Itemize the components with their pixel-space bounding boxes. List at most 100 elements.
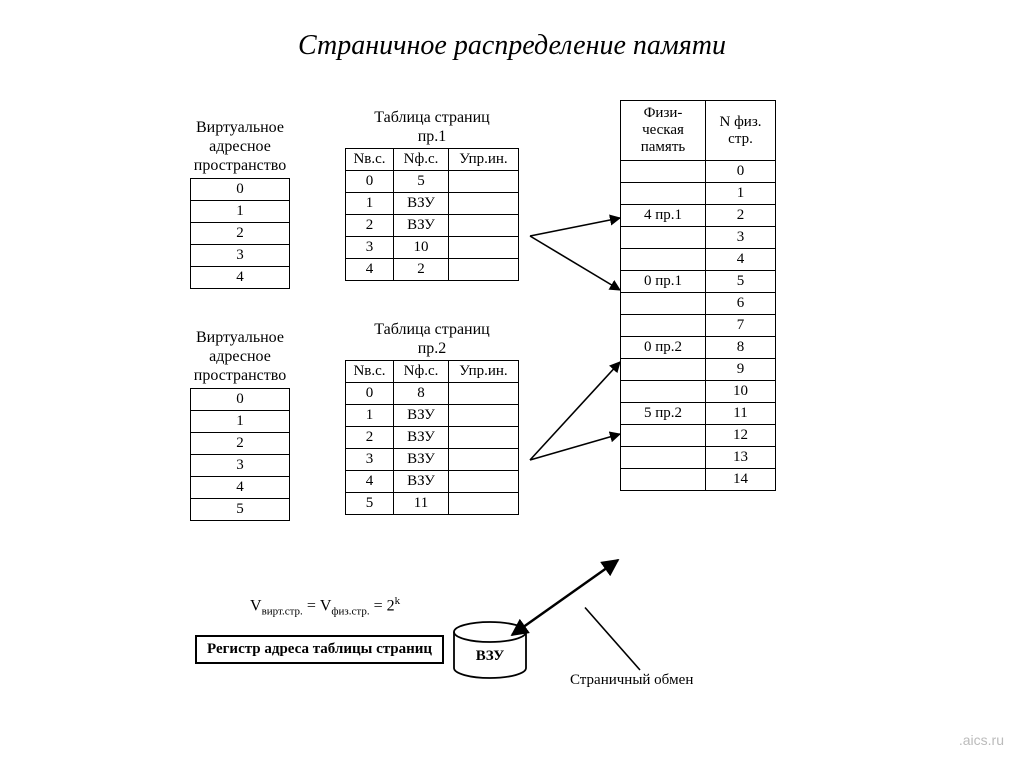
phys-cell [621,315,706,337]
phys-cell [621,447,706,469]
pt1-cell: 10 [394,237,449,259]
pt2-cell: 2 [346,427,394,449]
vas-label-line2: адресное [190,137,290,156]
vas-label-line2: адресное [190,347,290,366]
watermark: .aics.ru [959,732,1004,748]
phys-cell: 12 [706,425,776,447]
vas-label-line1: Виртуальное [190,328,290,347]
pt1-cell [449,237,519,259]
phys-cell [621,425,706,447]
pt1-cell: 0 [346,171,394,193]
vas2-row: 3 [191,454,290,476]
vas-label-line3: пространство [190,366,290,385]
phys-cell: 8 [706,337,776,359]
pt1-cell [449,259,519,281]
phys-cell: 4 [706,249,776,271]
pt2-cell: ВЗУ [394,449,449,471]
pt2-cell: 0 [346,383,394,405]
phys-cell: 6 [706,293,776,315]
pt2-header: Nф.с. [394,361,449,383]
vas1-row: 3 [191,244,290,266]
phys-cell [621,293,706,315]
virtual-address-space-1: Виртуальное адресное пространство 0 1 2 … [190,118,290,289]
pt2-title-line1: Таблица страниц [345,320,519,339]
phys-cell: 4 пр.1 [621,205,706,227]
phys-cell: 5 пр.2 [621,403,706,425]
pt1-cell: 3 [346,237,394,259]
pt1-title-line1: Таблица страниц [345,108,519,127]
phys-header-left-line2: ческая [625,122,701,139]
vas1-row: 2 [191,222,290,244]
vas1-row: 4 [191,266,290,288]
pt1-cell: 1 [346,193,394,215]
pt2-cell: 11 [394,493,449,515]
vas2-row: 1 [191,410,290,432]
pt1-cell: 2 [394,259,449,281]
phys-cell: 10 [706,381,776,403]
phys-cell: 11 [706,403,776,425]
phys-cell [621,183,706,205]
pt1-header: Упр.ин. [449,149,519,171]
formula-sub-virt: вирт.стр. [262,606,303,618]
pt2-title-line2: пр.2 [345,339,519,358]
pt2-header: Nв.с. [346,361,394,383]
phys-cell: 7 [706,315,776,337]
pt1-cell: ВЗУ [394,215,449,237]
vas-label-line1: Виртуальное [190,118,290,137]
pt1-cell: 4 [346,259,394,281]
phys-cell: 0 [706,161,776,183]
phys-cell [621,469,706,491]
pt2-cell: 5 [346,493,394,515]
phys-header-right-line2: стр. [710,131,771,148]
pt1-cell: ВЗУ [394,193,449,215]
pt1-cell [449,215,519,237]
pt1-header: Nв.с. [346,149,394,171]
page-table-2: Таблица страниц пр.2 Nв.с. Nф.с. Упр.ин.… [345,320,519,515]
phys-cell [621,359,706,381]
phys-cell [621,249,706,271]
pt1-cell: 5 [394,171,449,193]
phys-cell: 3 [706,227,776,249]
page-table-1: Таблица страниц пр.1 Nв.с. Nф.с. Упр.ин.… [345,108,519,281]
pt2-cell [449,383,519,405]
phys-header-left-line1: Физи- [625,105,701,122]
phys-cell: 13 [706,447,776,469]
physical-memory: Физи- ческая память N физ. стр. 0 1 4 пр… [620,100,776,491]
vzu-label: ВЗУ [450,648,530,665]
formula-sub-phys: физ.стр. [331,606,369,618]
phys-header-left-line3: память [625,139,701,156]
pt2-cell: 8 [394,383,449,405]
vas1-row: 1 [191,200,290,222]
vas-label-line3: пространство [190,156,290,175]
virtual-address-space-2: Виртуальное адресное пространство 0 1 2 … [190,328,290,521]
phys-cell: 5 [706,271,776,293]
page-title: Страничное распределение памяти [0,30,1024,62]
phys-cell: 9 [706,359,776,381]
formula-sup-k: k [395,595,401,607]
vas2-row: 0 [191,388,290,410]
pt2-cell: 1 [346,405,394,427]
phys-header-right-line1: N физ. [710,114,771,131]
page-exchange-label: Страничный обмен [570,672,693,689]
register-address-box: Регистр адреса таблицы страниц [195,635,444,664]
pt2-cell: ВЗУ [394,471,449,493]
pt2-cell: ВЗУ [394,427,449,449]
pt1-cell [449,171,519,193]
pt2-header: Упр.ин. [449,361,519,383]
vzu-cylinder-icon: ВЗУ [450,620,530,682]
vas2-row: 5 [191,498,290,520]
pt1-cell [449,193,519,215]
pt2-cell: 4 [346,471,394,493]
phys-cell: 0 пр.1 [621,271,706,293]
pt2-cell [449,405,519,427]
pt2-cell: ВЗУ [394,405,449,427]
vas1-row: 0 [191,178,290,200]
pt1-cell: 2 [346,215,394,237]
vas2-row: 2 [191,432,290,454]
pt1-title-line2: пр.1 [345,127,519,146]
pt2-cell [449,493,519,515]
phys-cell [621,227,706,249]
pt1-header: Nф.с. [394,149,449,171]
phys-cell: 2 [706,205,776,227]
phys-cell [621,381,706,403]
